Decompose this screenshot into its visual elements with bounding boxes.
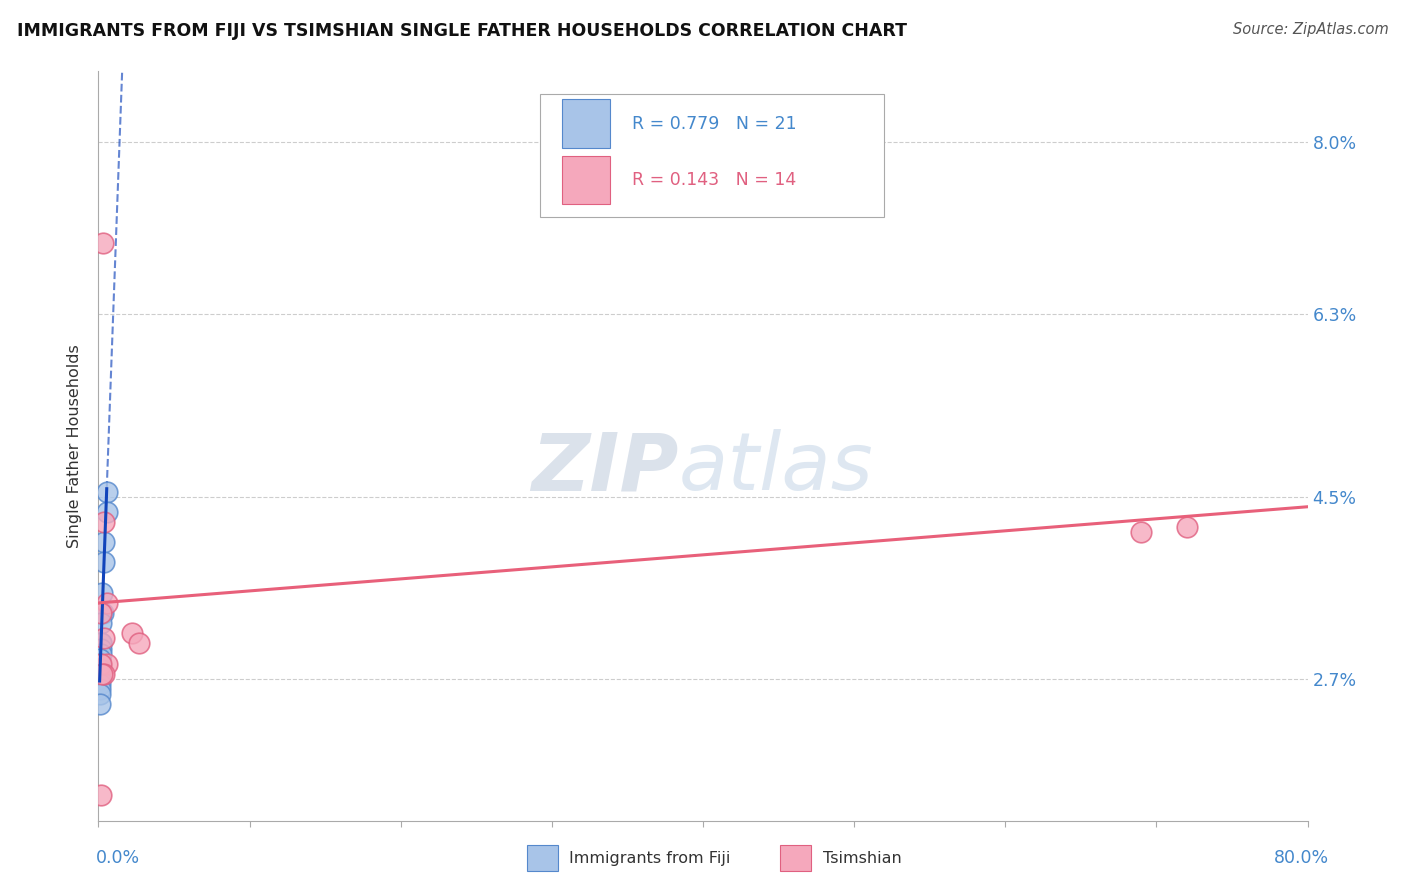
Point [90,606,112,620]
Point [90,641,112,656]
Point [93,556,115,570]
Point [89,657,111,671]
Point [90,616,112,631]
Point [90,789,112,803]
Bar [561,156,610,204]
Point [96,505,118,519]
Text: IMMIGRANTS FROM FIJI VS TSIMSHIAN SINGLE FATHER HOUSEHOLDS CORRELATION CHART: IMMIGRANTS FROM FIJI VS TSIMSHIAN SINGLE… [17,22,907,40]
Text: 80.0%: 80.0% [1274,849,1329,867]
Point [93,666,115,681]
Point [96,484,118,499]
Point [93,515,115,529]
Point [89,687,111,701]
Point [91,586,114,600]
Text: Tsimshian: Tsimshian [823,851,901,865]
Point [89,681,111,696]
Text: 0.0%: 0.0% [96,849,139,867]
FancyBboxPatch shape [540,94,884,218]
Y-axis label: Single Father Households: Single Father Households [67,344,83,548]
Point [91,606,114,620]
Text: Immigrants from Fiji: Immigrants from Fiji [569,851,731,865]
Point [89,672,111,686]
Point [93,535,115,549]
Text: R = 0.779   N = 21: R = 0.779 N = 21 [631,115,796,133]
Point [96,596,118,610]
Text: ZIP: ZIP [531,429,679,508]
Text: R = 0.143   N = 14: R = 0.143 N = 14 [631,171,796,189]
Text: atlas: atlas [679,429,873,508]
Point [90,636,112,650]
Point [91,236,114,251]
Point [121,626,143,640]
Point [90,636,112,650]
Point [89,697,111,711]
Point [90,657,112,671]
Point [89,662,111,676]
Point [90,666,112,681]
Point [93,632,115,646]
Point [1130,524,1153,539]
Point [90,647,112,661]
Point [89,651,111,665]
Point [90,606,112,620]
Point [1175,520,1198,534]
Point [128,636,150,650]
Text: Source: ZipAtlas.com: Source: ZipAtlas.com [1233,22,1389,37]
Bar [561,100,610,148]
Point [96,657,118,671]
Point [89,677,111,691]
Point [89,666,111,681]
